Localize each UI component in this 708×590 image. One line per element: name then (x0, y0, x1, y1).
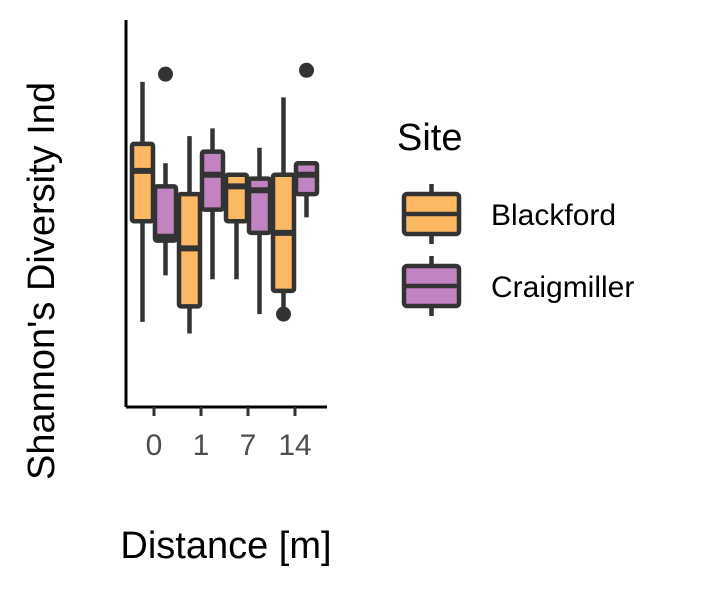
x-axis-title: Distance [m] (120, 525, 331, 567)
x-ticks: 0 1 7 14 (146, 407, 312, 462)
box-body (152, 184, 179, 243)
legend: Site Blackford Craigmiller (397, 117, 634, 316)
box-blackford-7 (223, 172, 250, 280)
series-blackford (129, 81, 297, 334)
plot-area (129, 62, 320, 334)
box-body (246, 176, 273, 236)
box-body (293, 160, 320, 197)
outlier-point (158, 66, 173, 82)
legend-item-craigmiller: Craigmiller (401, 256, 634, 316)
legend-label: Craigmiller (491, 271, 634, 304)
box-craigmiller-1 (199, 128, 226, 280)
legend-label: Blackford (491, 199, 616, 232)
y-axis-title: Shannon's Diversity Ind (21, 82, 63, 480)
outlier-point (276, 306, 291, 322)
x-tick-label: 7 (240, 429, 257, 462)
x-tick-label: 14 (278, 429, 311, 462)
box-body (129, 141, 156, 224)
box-blackford-14 (270, 97, 297, 322)
x-tick-label: 0 (146, 429, 163, 462)
box-body (199, 149, 226, 212)
box-blackford-0 (129, 81, 156, 322)
outlier-point (299, 62, 314, 78)
legend-title: Site (397, 117, 462, 159)
box-craigmiller-7 (246, 147, 273, 315)
box-blackford-1 (176, 136, 203, 334)
legend-item-blackford: Blackford (401, 184, 616, 244)
box-body (223, 172, 250, 224)
x-tick-label: 1 (193, 429, 210, 462)
box-craigmiller-0 (152, 66, 179, 276)
box-craigmiller-14 (293, 62, 320, 218)
series-craigmiller (152, 62, 320, 315)
